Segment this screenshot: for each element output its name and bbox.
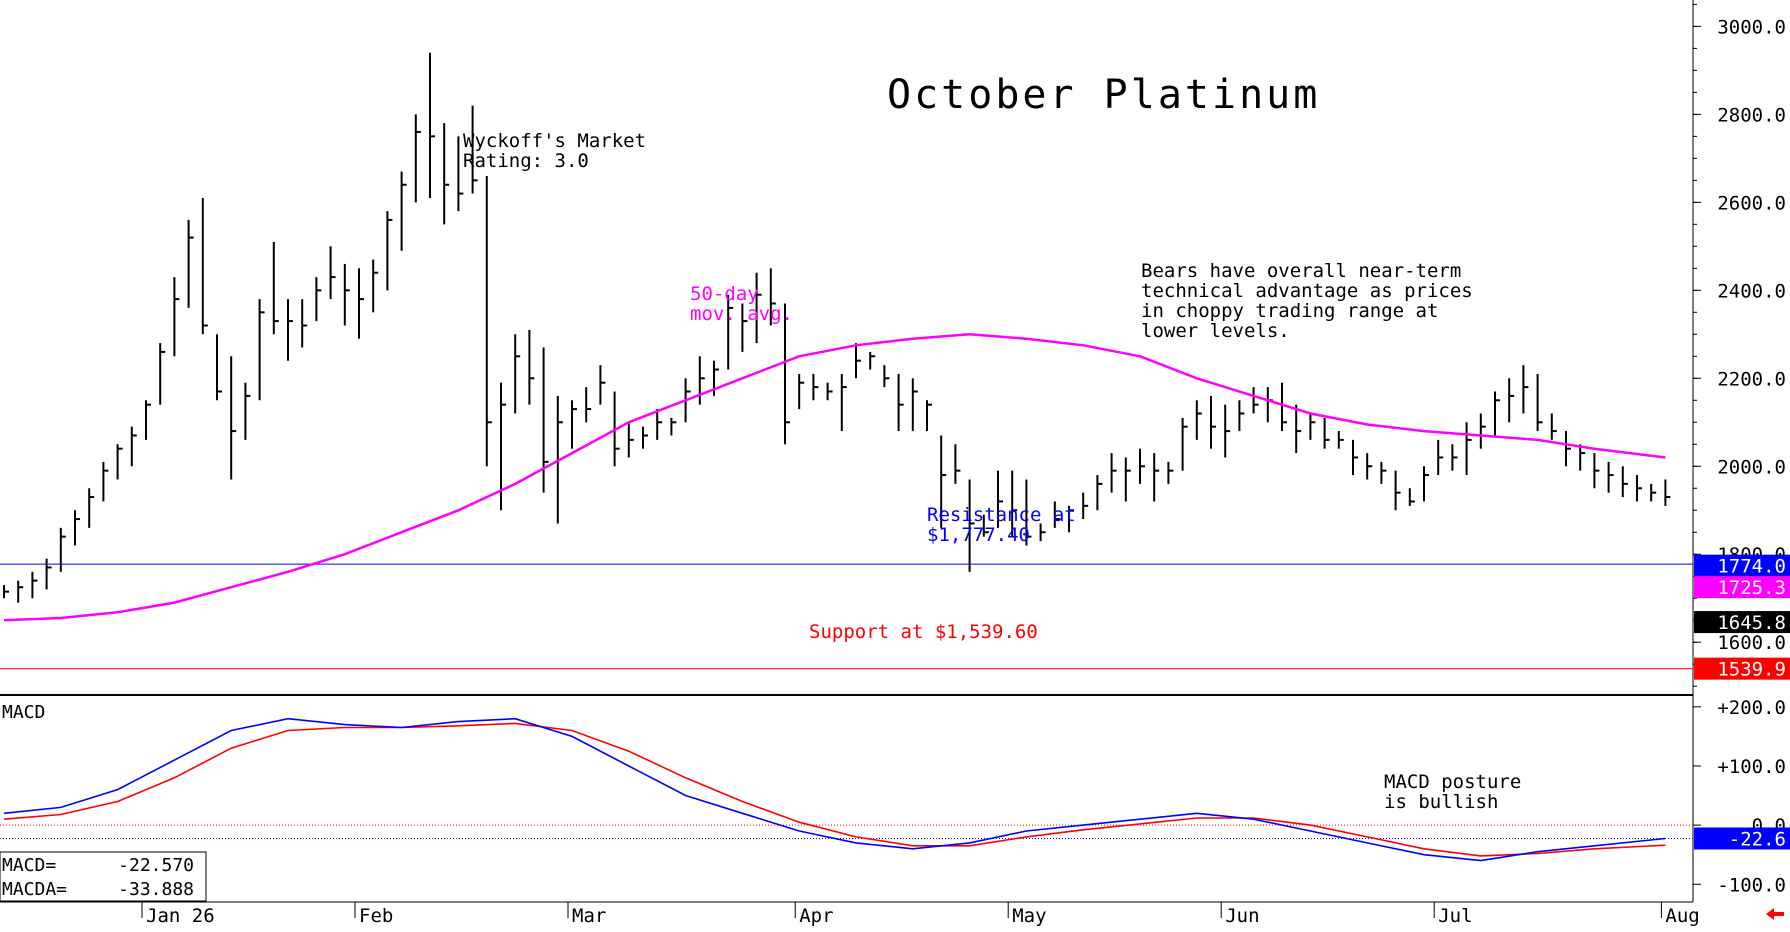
month-label: May bbox=[1012, 905, 1046, 927]
macda-value-label: MACDA= bbox=[2, 879, 67, 900]
value-badge bbox=[1694, 576, 1790, 599]
month-label: Feb bbox=[359, 905, 393, 927]
value-badge bbox=[1694, 611, 1790, 634]
macd-tick-label: -100.0 bbox=[1717, 874, 1786, 896]
price-tick-label: 3000.0 bbox=[1717, 16, 1786, 38]
resistance-label-2: $1,777.40 bbox=[927, 524, 1030, 546]
macd-signal-line bbox=[3, 722, 1666, 857]
commentary-line-1: Bears have overall near-term bbox=[1141, 260, 1461, 282]
value-badge bbox=[1694, 657, 1790, 680]
price-tick-label: 2200.0 bbox=[1717, 368, 1786, 390]
macd-posture-line-2: is bullish bbox=[1384, 791, 1498, 813]
price-tick-label: 2400.0 bbox=[1717, 280, 1786, 302]
chart-title: October Platinum bbox=[887, 72, 1320, 118]
scroll-left-arrow-icon[interactable] bbox=[1766, 908, 1784, 920]
resistance-label-1: Resistance at bbox=[927, 504, 1076, 526]
value-badge-label: 1725.3 bbox=[1717, 577, 1786, 599]
macd-tick-label: +100.0 bbox=[1717, 756, 1786, 778]
price-tick-label: 2600.0 bbox=[1717, 192, 1786, 214]
value-badge-label: -22.6 bbox=[1729, 828, 1786, 850]
month-label: Mar bbox=[572, 905, 606, 927]
value-badge-label: 1774.0 bbox=[1717, 556, 1786, 578]
ma-label-line-2: mov. avg. bbox=[690, 303, 793, 325]
commentary-line-2: technical advantage as prices bbox=[1141, 280, 1473, 302]
price-axis: 3000.02800.02600.02400.02200.02000.01800… bbox=[1693, 3, 1786, 687]
price-tick-label: 2800.0 bbox=[1717, 104, 1786, 126]
macda-value: -33.888 bbox=[118, 879, 194, 900]
commentary-line-3: in choppy trading range at bbox=[1141, 300, 1438, 322]
rating-line-2: Rating: 3.0 bbox=[463, 150, 589, 172]
value-badge-label: 1539.9 bbox=[1717, 659, 1786, 681]
time-axis: Jan 26 Feb Mar Apr May Jun Jul Aug bbox=[141, 902, 1700, 927]
month-label: Jan 26 bbox=[146, 905, 215, 927]
macd-axis: +200.0+100.00.0-100.0 bbox=[1693, 697, 1786, 896]
month-label: Aug bbox=[1665, 905, 1699, 927]
support-label: Support at $1,539.60 bbox=[809, 621, 1038, 643]
ma-label-line-1: 50-day bbox=[690, 283, 759, 305]
value-badge bbox=[1694, 827, 1790, 850]
month-label: Apr bbox=[799, 905, 833, 927]
macd-panel-label: MACD bbox=[2, 702, 45, 723]
price-bars bbox=[3, 52, 1671, 603]
macd-tick-label: +200.0 bbox=[1717, 697, 1786, 719]
ma50-line bbox=[3, 333, 1666, 622]
month-label: Jun bbox=[1225, 905, 1259, 927]
macd-line bbox=[3, 717, 1666, 862]
price-tick-label: 1600.0 bbox=[1717, 632, 1786, 654]
price-tick-label: 2000.0 bbox=[1717, 456, 1786, 478]
macd-posture-line-1: MACD posture bbox=[1384, 771, 1521, 793]
month-label: Jul bbox=[1438, 905, 1472, 927]
macd-values-box bbox=[0, 851, 207, 902]
commentary-line-4: lower levels. bbox=[1141, 320, 1290, 342]
value-badge bbox=[1694, 554, 1790, 577]
macd-value: -22.570 bbox=[118, 855, 194, 876]
rating-line-1: Wyckoff's Market bbox=[463, 130, 646, 152]
macd-value-label: MACD= bbox=[2, 855, 56, 876]
value-badge-label: 1645.8 bbox=[1717, 612, 1786, 634]
